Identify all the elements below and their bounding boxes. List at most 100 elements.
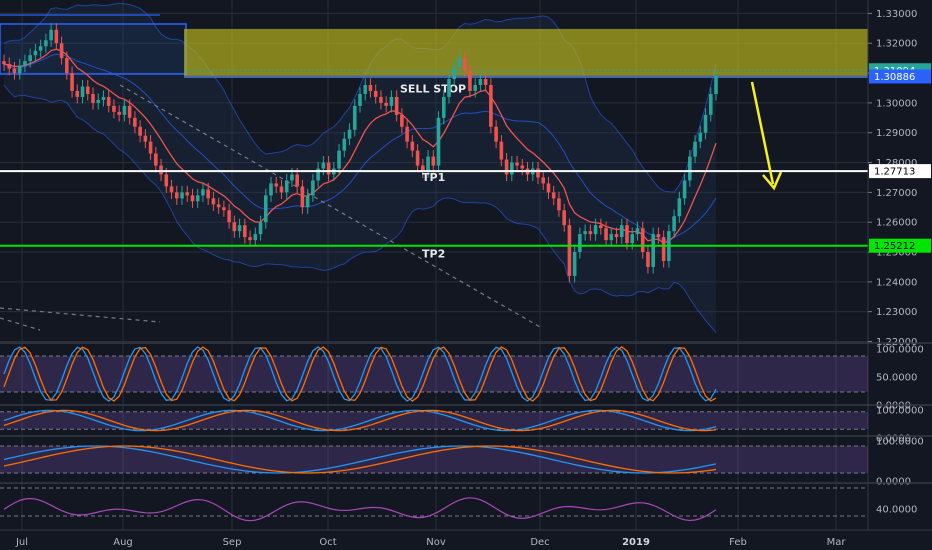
candle-body bbox=[342, 138, 347, 151]
candle-body bbox=[677, 198, 682, 217]
candle-body bbox=[421, 165, 425, 172]
candle-body bbox=[630, 234, 635, 244]
candle-body bbox=[572, 252, 577, 276]
candle-body bbox=[593, 225, 598, 235]
candle-body bbox=[85, 86, 90, 94]
macd-panel-axis-label: 100.0000 bbox=[876, 437, 924, 448]
price-tick-label: 1.28000 bbox=[876, 158, 917, 169]
candle-body bbox=[494, 126, 498, 142]
candle-body bbox=[159, 165, 163, 175]
rsi-panel-axis-label: 40.0000 bbox=[876, 505, 917, 516]
candle-body bbox=[169, 186, 174, 193]
bollinger-upper bbox=[3, 2, 717, 193]
candle-body bbox=[656, 234, 661, 238]
candle-body bbox=[122, 105, 127, 115]
candle-body bbox=[117, 111, 121, 115]
candle-body bbox=[295, 174, 299, 187]
candle-body bbox=[143, 135, 148, 142]
candle-body bbox=[7, 64, 12, 69]
candle-body bbox=[70, 73, 74, 91]
candle-body bbox=[478, 79, 483, 86]
candle-body bbox=[457, 58, 462, 68]
candle-body bbox=[562, 210, 566, 226]
stoch-rsi-panel-axis-label: 100.0000 bbox=[876, 406, 924, 417]
candle-body bbox=[279, 186, 284, 193]
candle-body bbox=[441, 96, 446, 118]
candle-body bbox=[625, 225, 629, 244]
candle-body bbox=[44, 40, 48, 47]
candle-body bbox=[708, 93, 713, 115]
candle-body bbox=[91, 93, 95, 103]
candle-body bbox=[326, 162, 331, 175]
candle-body bbox=[661, 237, 666, 261]
price-tag-box bbox=[869, 238, 931, 253]
candle-body bbox=[216, 204, 221, 208]
candle-body bbox=[583, 231, 587, 235]
candle-body bbox=[106, 96, 111, 106]
price-tag-box bbox=[869, 164, 931, 179]
time-axis-label: Sep bbox=[223, 537, 242, 548]
candle-body bbox=[164, 174, 169, 187]
macd-panel-axis-label: 0.0000 bbox=[876, 477, 911, 488]
candle-body bbox=[599, 225, 603, 229]
time-axis-label: Feb bbox=[729, 537, 747, 548]
candle-body bbox=[567, 225, 572, 276]
stochastic-panel-line-fast bbox=[3, 346, 717, 402]
candle-body bbox=[604, 228, 608, 241]
stochastic-panel-line-slow bbox=[3, 346, 717, 402]
candle-body bbox=[588, 231, 593, 235]
candle-body bbox=[274, 183, 279, 187]
candle-body bbox=[703, 114, 708, 133]
candle-body bbox=[28, 55, 32, 62]
candle-body bbox=[80, 86, 85, 97]
price-tag-label: 1.30886 bbox=[874, 72, 915, 83]
candle-body bbox=[284, 180, 289, 193]
bollinger-fill bbox=[4, 3, 716, 333]
price-tick-label: 1.26000 bbox=[876, 218, 917, 229]
candle-body bbox=[352, 105, 357, 130]
arrow-head bbox=[762, 171, 783, 191]
candle-body bbox=[483, 79, 488, 86]
candle-body bbox=[347, 129, 352, 139]
candle-body bbox=[557, 198, 561, 211]
candle-body bbox=[551, 192, 556, 199]
candle-body bbox=[174, 192, 179, 199]
time-axis-label: Nov bbox=[426, 537, 446, 548]
candle-body bbox=[290, 174, 294, 181]
time-axis-label: Jul bbox=[15, 537, 28, 548]
candle-body bbox=[499, 141, 504, 160]
stoch-rsi-panel-band bbox=[0, 411, 868, 430]
candle-body bbox=[546, 183, 551, 193]
candle-body bbox=[2, 61, 6, 65]
stochastic-panel-band bbox=[0, 356, 868, 392]
candle-body bbox=[431, 156, 436, 166]
candle-body bbox=[49, 29, 53, 41]
candle-body bbox=[96, 99, 101, 103]
trendline-dashed bbox=[119, 84, 541, 328]
candle-body bbox=[321, 162, 326, 169]
candle-body bbox=[646, 252, 650, 267]
price-tag: 1.27713 bbox=[869, 164, 931, 179]
price-tick-label: 1.24000 bbox=[876, 277, 917, 288]
candle-body bbox=[688, 156, 692, 181]
candle-body bbox=[201, 189, 205, 196]
candle-body bbox=[609, 234, 614, 241]
candle-body bbox=[65, 58, 69, 74]
candle-body bbox=[515, 162, 519, 166]
candle-body bbox=[619, 225, 624, 238]
candle-body bbox=[394, 96, 399, 115]
ema-line bbox=[3, 48, 717, 244]
candle-body bbox=[504, 159, 509, 175]
candle-body bbox=[363, 85, 368, 94]
time-axis-label: Aug bbox=[113, 537, 133, 548]
tp-label-tp2: TP2 bbox=[422, 248, 445, 261]
price-tag: 1.25212 bbox=[869, 238, 931, 253]
candle-body bbox=[195, 195, 200, 202]
candle-body bbox=[473, 85, 477, 91]
candle-body bbox=[672, 216, 676, 232]
candle-body bbox=[541, 177, 546, 184]
candle-body bbox=[23, 61, 27, 66]
candle-body bbox=[714, 76, 718, 94]
